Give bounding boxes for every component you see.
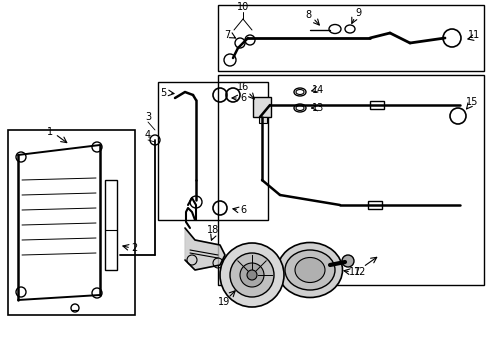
Text: 16: 16 [236, 82, 248, 92]
Text: 6: 6 [240, 205, 245, 215]
Text: 10: 10 [236, 2, 248, 12]
Text: 4: 4 [144, 130, 151, 140]
Ellipse shape [294, 257, 325, 283]
Circle shape [341, 255, 353, 267]
Text: 19: 19 [218, 297, 230, 307]
Circle shape [240, 263, 264, 287]
Text: 6: 6 [240, 93, 245, 103]
Circle shape [246, 270, 257, 280]
Bar [218, 5, 483, 71]
Bar [218, 75, 483, 285]
Text: 11: 11 [467, 30, 479, 40]
Circle shape [229, 253, 273, 297]
Circle shape [220, 243, 284, 307]
Bar [8, 130, 135, 315]
Bar [259, 117, 266, 123]
Text: 18: 18 [206, 225, 219, 235]
Text: 2: 2 [131, 243, 137, 253]
Polygon shape [184, 228, 224, 270]
Text: 3: 3 [144, 112, 151, 122]
Ellipse shape [277, 243, 342, 297]
Text: 8: 8 [305, 10, 310, 20]
Text: 5: 5 [160, 88, 166, 98]
Bar [158, 82, 267, 220]
Text: 7: 7 [224, 30, 230, 40]
Bar [105, 180, 117, 270]
Text: 12: 12 [353, 267, 366, 277]
Text: 9: 9 [354, 8, 360, 18]
Text: 1: 1 [47, 127, 53, 137]
Text: 17: 17 [348, 267, 361, 277]
Text: 13: 13 [311, 103, 324, 113]
Bar [369, 101, 383, 109]
Bar [252, 97, 270, 117]
Bar [367, 201, 381, 209]
Text: 15: 15 [465, 97, 477, 107]
Ellipse shape [285, 250, 334, 290]
Text: 14: 14 [311, 85, 324, 95]
